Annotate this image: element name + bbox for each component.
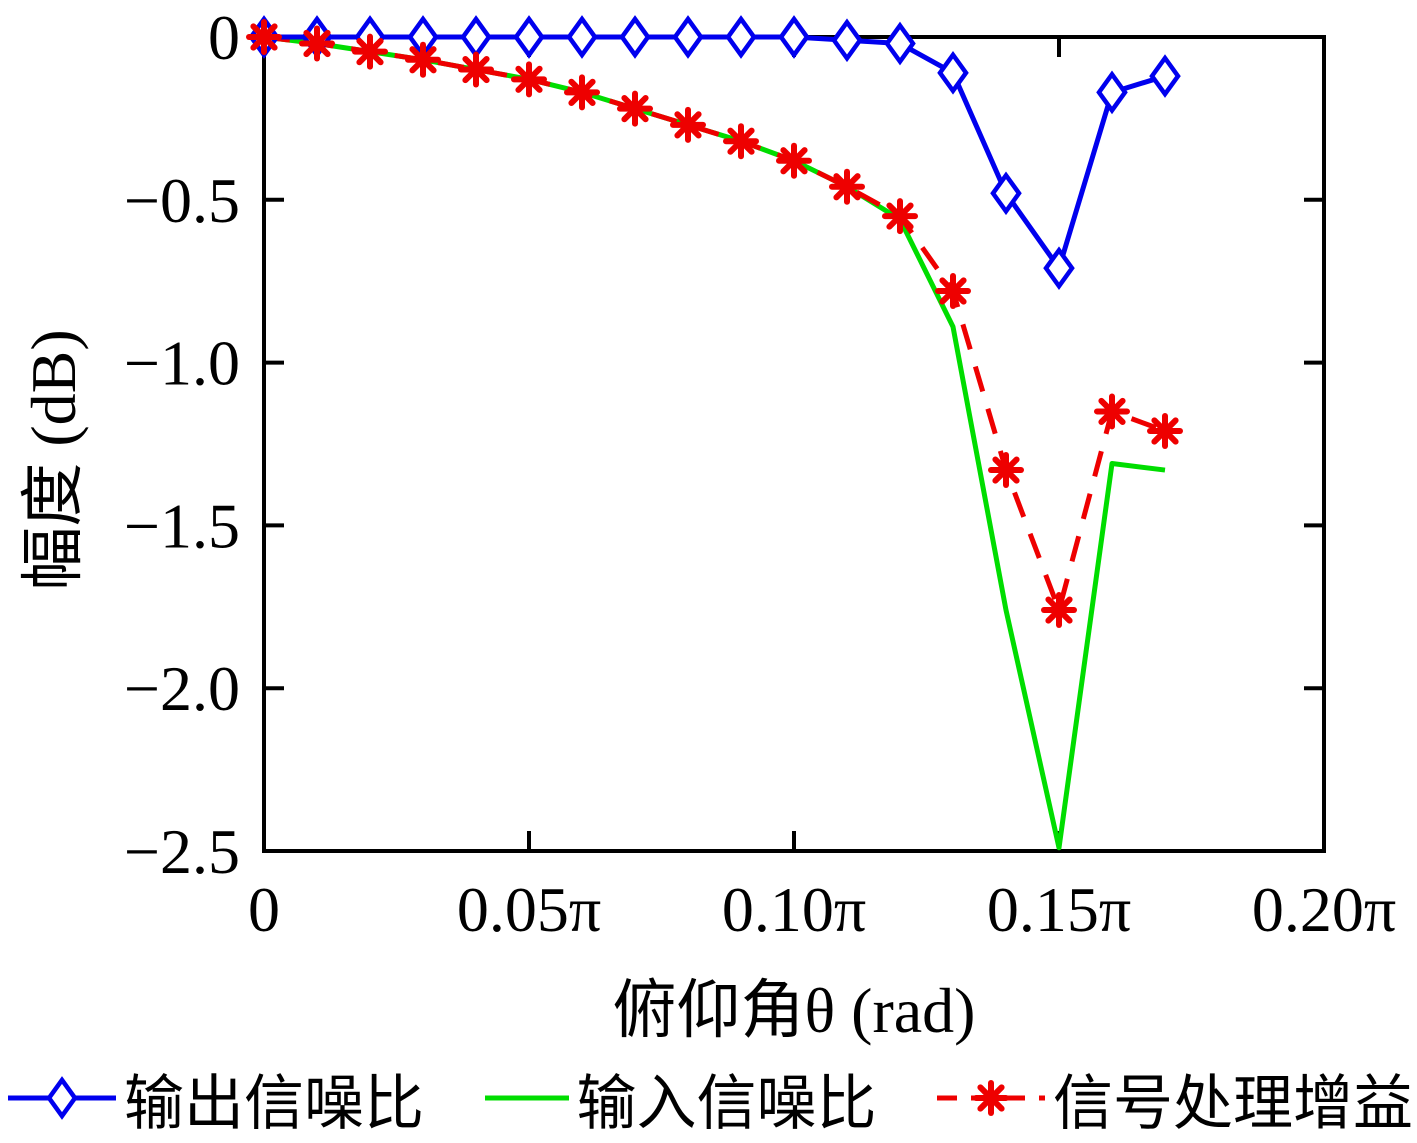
legend-item-output-snr: 输出信噪比 — [4, 1055, 424, 1142]
diamond-marker — [831, 18, 863, 63]
y-tick-label: 0 — [208, 2, 240, 73]
asterisk-marker — [886, 202, 914, 230]
diamond-marker — [460, 15, 492, 59]
y-tick-label: −1.0 — [124, 328, 240, 399]
diamond-marker — [725, 15, 757, 59]
asterisk-marker — [409, 46, 437, 74]
diamond-marker — [619, 15, 651, 59]
asterisk-marker — [1098, 397, 1126, 426]
legend-label-output-snr: 输出信噪比 — [124, 1070, 424, 1137]
x-tick-label: 0.15π — [987, 874, 1131, 945]
x-tick-label: 0.05π — [457, 874, 601, 945]
y-tick-label: −0.5 — [124, 165, 240, 236]
asterisk-marker — [727, 127, 755, 155]
legend-swatch-output-snr — [8, 1076, 116, 1120]
legend-item-processing-gain: 信号处理增益 — [933, 1055, 1413, 1142]
diamond-marker — [990, 171, 1022, 216]
series-line-2 — [263, 34, 1166, 613]
diamond-marker — [778, 15, 810, 59]
legend-label-processing-gain: 信号处理增益 — [1053, 1070, 1413, 1137]
asterisk-marker — [780, 147, 808, 175]
diamond-marker — [672, 15, 704, 59]
asterisk-marker — [568, 78, 596, 106]
asterisk-marker — [977, 1084, 1005, 1112]
legend-label-input-snr: 输入信噪比 — [576, 1070, 877, 1137]
x-axis-label: 俯仰角θ (rad) — [612, 975, 976, 1046]
x-tick-label: 0 — [248, 874, 280, 945]
asterisk-marker — [833, 173, 861, 201]
asterisk-marker — [515, 65, 543, 93]
diamond-marker — [884, 21, 916, 66]
asterisk-marker — [621, 95, 649, 123]
series-line-0 — [264, 34, 1166, 271]
diamond-marker — [937, 50, 969, 95]
asterisk-marker — [992, 456, 1020, 484]
diamond-marker — [566, 15, 598, 59]
asterisk-marker — [1151, 417, 1179, 445]
legend-item-input-snr: 输入信噪比 — [481, 1055, 877, 1142]
x-tick-label: 0.20π — [1252, 874, 1396, 945]
asterisk-marker — [939, 277, 967, 305]
legend-swatch-input-snr — [484, 1095, 569, 1101]
diamond-marker — [1096, 70, 1128, 115]
y-axis-label: 幅度 (dB) — [18, 329, 89, 591]
y-tick-label: −1.5 — [124, 490, 240, 561]
asterisk-marker — [303, 29, 331, 58]
asterisk-marker — [674, 111, 702, 139]
asterisk-marker — [462, 55, 490, 84]
y-tick-label: −2.0 — [124, 653, 240, 724]
diamond-marker — [1149, 54, 1181, 98]
diamond-marker — [513, 15, 545, 59]
legend-swatch-processing-gain — [937, 1080, 1045, 1116]
diamond-marker — [46, 1076, 78, 1120]
asterisk-marker — [1045, 596, 1073, 624]
asterisk-marker — [250, 23, 278, 51]
y-tick-label: −2.5 — [124, 816, 240, 887]
asterisk-marker — [356, 38, 384, 66]
series-line-1 — [263, 34, 1166, 851]
diamond-marker — [1043, 246, 1075, 291]
x-tick-label: 0.10π — [722, 874, 866, 945]
legend: 输出信噪比 输入信噪比 信号处理增益 — [0, 1062, 1417, 1137]
